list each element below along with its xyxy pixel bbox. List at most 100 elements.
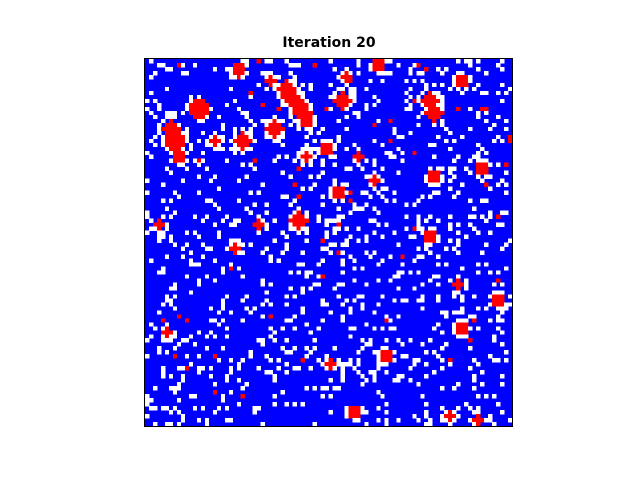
white-cell <box>428 338 433 343</box>
white-cell <box>240 126 246 132</box>
white-cell <box>396 170 401 175</box>
white-cell <box>376 190 381 195</box>
red-cell <box>348 190 353 195</box>
white-cell <box>328 250 333 255</box>
white-cell <box>440 358 445 363</box>
red-cell <box>356 150 361 156</box>
red-cell <box>356 410 361 415</box>
red-cell <box>176 150 182 156</box>
white-cell <box>488 418 493 423</box>
white-cell <box>160 142 166 148</box>
white-cell <box>276 134 281 140</box>
red-cell <box>376 66 381 72</box>
red-cell <box>336 190 341 195</box>
red-cell <box>460 74 465 80</box>
red-cell <box>252 222 257 227</box>
red-cell <box>352 154 357 160</box>
white-cell <box>300 82 305 88</box>
white-cell <box>420 90 425 96</box>
red-cell <box>192 102 198 108</box>
white-cell <box>300 310 305 315</box>
white-cell <box>500 382 505 387</box>
white-cell <box>404 78 409 84</box>
red-cell <box>308 154 313 160</box>
white-cell <box>364 174 369 179</box>
red-cell <box>172 122 178 128</box>
white-cell <box>272 402 277 407</box>
white-cell <box>436 190 441 195</box>
white-cell <box>480 382 485 387</box>
white-cell <box>160 370 166 375</box>
white-cell <box>416 270 421 275</box>
white-cell <box>476 66 481 72</box>
red-cell <box>440 110 445 116</box>
white-cell <box>240 242 246 247</box>
white-cell <box>328 186 333 191</box>
red-cell <box>460 82 465 88</box>
red-cell <box>492 298 497 303</box>
white-cell <box>292 294 297 299</box>
white-cell <box>260 342 265 347</box>
white-cell <box>504 118 509 124</box>
white-cell <box>348 362 353 367</box>
red-cell <box>344 102 349 108</box>
white-cell <box>252 202 257 207</box>
white-cell <box>488 230 493 235</box>
white-cell <box>280 390 285 395</box>
white-cell <box>456 222 461 227</box>
white-cell <box>508 418 512 423</box>
white-cell <box>456 154 461 160</box>
red-cell <box>292 110 297 116</box>
red-cell <box>240 62 246 68</box>
white-cell <box>308 102 313 108</box>
white-cell <box>340 78 345 84</box>
red-cell <box>280 90 285 96</box>
white-cell <box>244 62 250 68</box>
red-cell <box>384 350 389 355</box>
red-cell <box>272 130 277 136</box>
white-cell <box>468 158 473 164</box>
white-cell <box>380 394 385 399</box>
white-cell <box>376 406 381 411</box>
red-cell <box>380 66 385 72</box>
white-cell <box>336 294 341 299</box>
red-cell <box>320 238 325 243</box>
white-cell <box>248 126 254 132</box>
red-cell <box>340 102 345 108</box>
white-cell <box>420 70 425 76</box>
white-cell <box>288 106 293 112</box>
white-cell <box>328 194 333 199</box>
red-cell <box>460 282 465 287</box>
white-cell <box>284 318 289 323</box>
red-cell <box>296 110 301 116</box>
white-cell <box>160 326 166 331</box>
white-cell <box>464 282 469 287</box>
white-cell <box>168 198 174 203</box>
white-cell <box>336 218 341 223</box>
white-cell <box>496 290 501 295</box>
white-cell <box>436 282 441 287</box>
white-cell <box>372 230 377 235</box>
white-cell <box>276 94 281 100</box>
white-cell <box>324 366 329 371</box>
white-cell <box>408 378 413 383</box>
red-cell <box>236 62 242 68</box>
red-cell <box>280 86 285 92</box>
white-cell <box>504 350 509 355</box>
white-cell <box>460 294 465 299</box>
white-cell <box>312 282 317 287</box>
red-cell <box>348 78 353 84</box>
red-cell <box>460 322 465 327</box>
red-cell <box>180 158 186 164</box>
red-cell <box>380 62 385 68</box>
white-cell <box>324 386 329 391</box>
white-cell <box>488 414 493 419</box>
white-cell <box>336 226 341 231</box>
white-cell <box>196 162 202 168</box>
white-cell <box>176 162 182 168</box>
white-cell <box>360 346 365 351</box>
red-cell <box>432 178 437 183</box>
red-cell <box>508 134 512 140</box>
white-cell <box>260 338 265 343</box>
red-cell <box>428 94 433 100</box>
